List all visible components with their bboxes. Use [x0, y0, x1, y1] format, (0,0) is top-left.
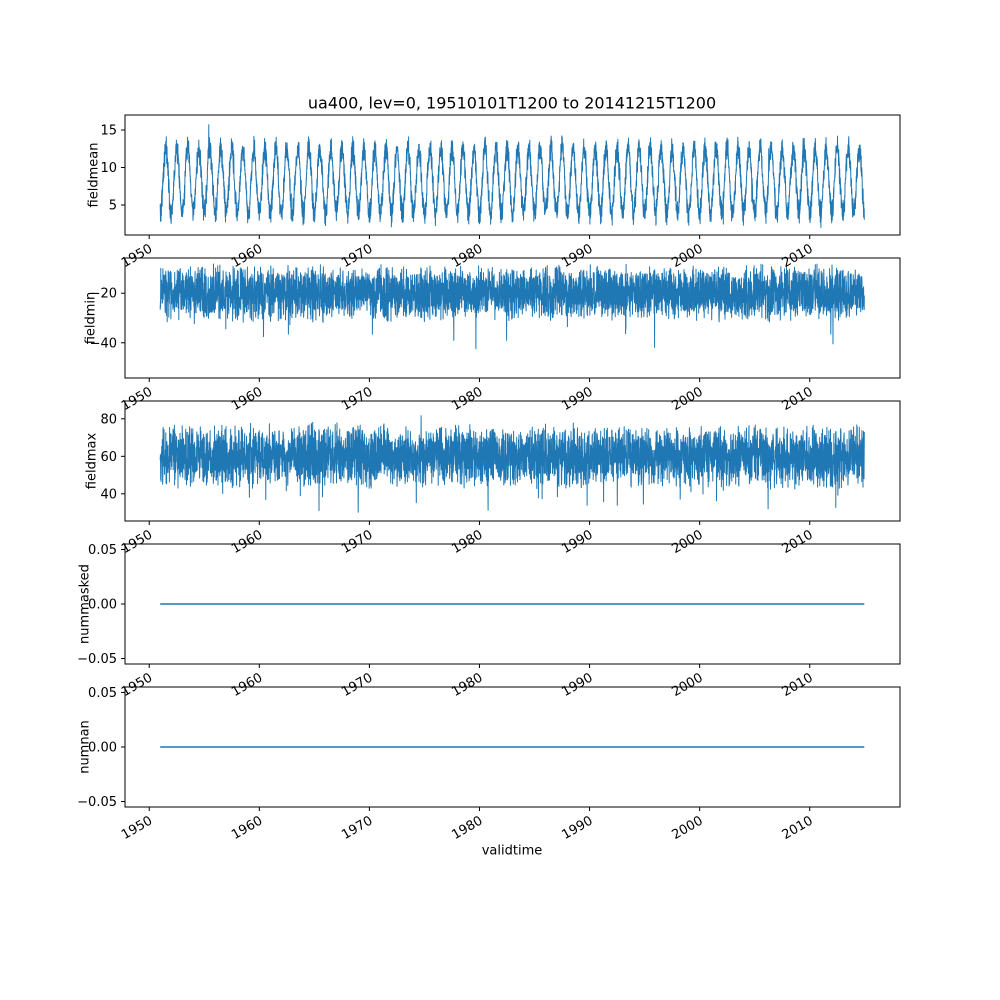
series-line-fieldmin — [159, 263, 865, 350]
x-tick-label: 1970 — [339, 384, 375, 414]
y-tick-label: 0.00 — [88, 741, 117, 756]
panel-nummasked: −0.05 0.00 0.05 — [77, 543, 901, 668]
x-tick-labels-fieldmax: 1950 1960 1970 1980 1990 2000 2010 — [119, 527, 816, 557]
x-tick-label: 1980 — [449, 384, 485, 414]
x-tick-label: 1970 — [339, 670, 375, 700]
panel-numnan: −0.05 0.00 0.05 — [77, 686, 901, 811]
x-tick-label: 1990 — [559, 527, 595, 557]
x-tick-labels-fieldmean: 1950 1960 1970 1980 1990 2000 2010 — [119, 241, 816, 271]
y-tick-label: 0.05 — [88, 686, 117, 701]
x-tick-label: 1950 — [119, 527, 155, 557]
axes-frame — [124, 257, 901, 379]
y-tick-label: 0.05 — [88, 543, 117, 558]
x-tick-label: 1990 — [559, 813, 595, 843]
series-line-fieldmax — [159, 415, 865, 513]
x-tick-label: 1980 — [449, 813, 485, 843]
y-tick-label: −40 — [90, 336, 117, 351]
y-tick-label: 80 — [100, 412, 117, 427]
x-tick-label: 1960 — [229, 527, 265, 557]
y-tick-label: 40 — [100, 487, 117, 502]
panel-fieldmin: −40 −20 — [90, 257, 901, 382]
x-tick-label: 2000 — [669, 670, 705, 700]
x-tick-label: 2000 — [669, 527, 705, 557]
x-tick-label: 2000 — [669, 384, 705, 414]
x-tick-label: 2010 — [780, 670, 816, 700]
x-tick-label: 1980 — [449, 670, 485, 700]
y-tick-label: 10 — [100, 161, 117, 176]
y-tick-label: −20 — [90, 287, 117, 302]
y-tick-label: 0.00 — [88, 598, 117, 613]
x-tick-label: 1960 — [229, 670, 265, 700]
x-tick-label: 2010 — [780, 384, 816, 414]
x-tick-label: 1950 — [119, 384, 155, 414]
x-tick-labels-nummasked: 1950 1960 1970 1980 1990 2000 2010 — [119, 670, 816, 700]
x-tick-label: 1960 — [229, 384, 265, 414]
x-tick-label: 2010 — [780, 241, 816, 271]
x-tick-label: 1990 — [559, 670, 595, 700]
series-line-fieldmean — [159, 124, 865, 228]
panel-fieldmax: 40 60 80 — [100, 400, 901, 525]
x-tick-label: 2000 — [669, 813, 705, 843]
chart-title: ua400, lev=0, 19510101T1200 to 20141215T… — [307, 93, 717, 113]
y-tick-label: 60 — [100, 450, 117, 465]
y-tick-label: 15 — [100, 124, 117, 139]
x-tick-label: 1960 — [229, 813, 265, 843]
y-tick-label: −0.05 — [77, 795, 117, 810]
x-tick-labels-fieldmin: 1950 1960 1970 1980 1990 2000 2010 — [119, 384, 816, 414]
x-tick-label: 1950 — [119, 813, 155, 843]
x-tick-label: 1950 — [119, 670, 155, 700]
xlabel-validtime: validtime — [481, 843, 543, 859]
x-tick-label: 2010 — [780, 813, 816, 843]
x-tick-label: 1950 — [119, 241, 155, 271]
x-tick-label: 1970 — [339, 241, 375, 271]
x-tick-labels-numnan: 1950 1960 1970 1980 1990 2000 2010 — [119, 813, 816, 843]
y-tick-label: −0.05 — [77, 652, 117, 667]
panel-fieldmean: 5 10 15 — [100, 114, 901, 239]
axes-frame — [124, 114, 901, 236]
x-tick-label: 1970 — [339, 527, 375, 557]
y-tick-label: 5 — [109, 199, 117, 214]
x-tick-label: 1970 — [339, 813, 375, 843]
x-tick-label: 2010 — [780, 527, 816, 557]
x-tick-label: 2000 — [669, 241, 705, 271]
x-tick-label: 1990 — [559, 384, 595, 414]
axes-frame — [124, 400, 901, 522]
x-tick-label: 1980 — [449, 527, 485, 557]
x-tick-label: 1980 — [449, 241, 485, 271]
